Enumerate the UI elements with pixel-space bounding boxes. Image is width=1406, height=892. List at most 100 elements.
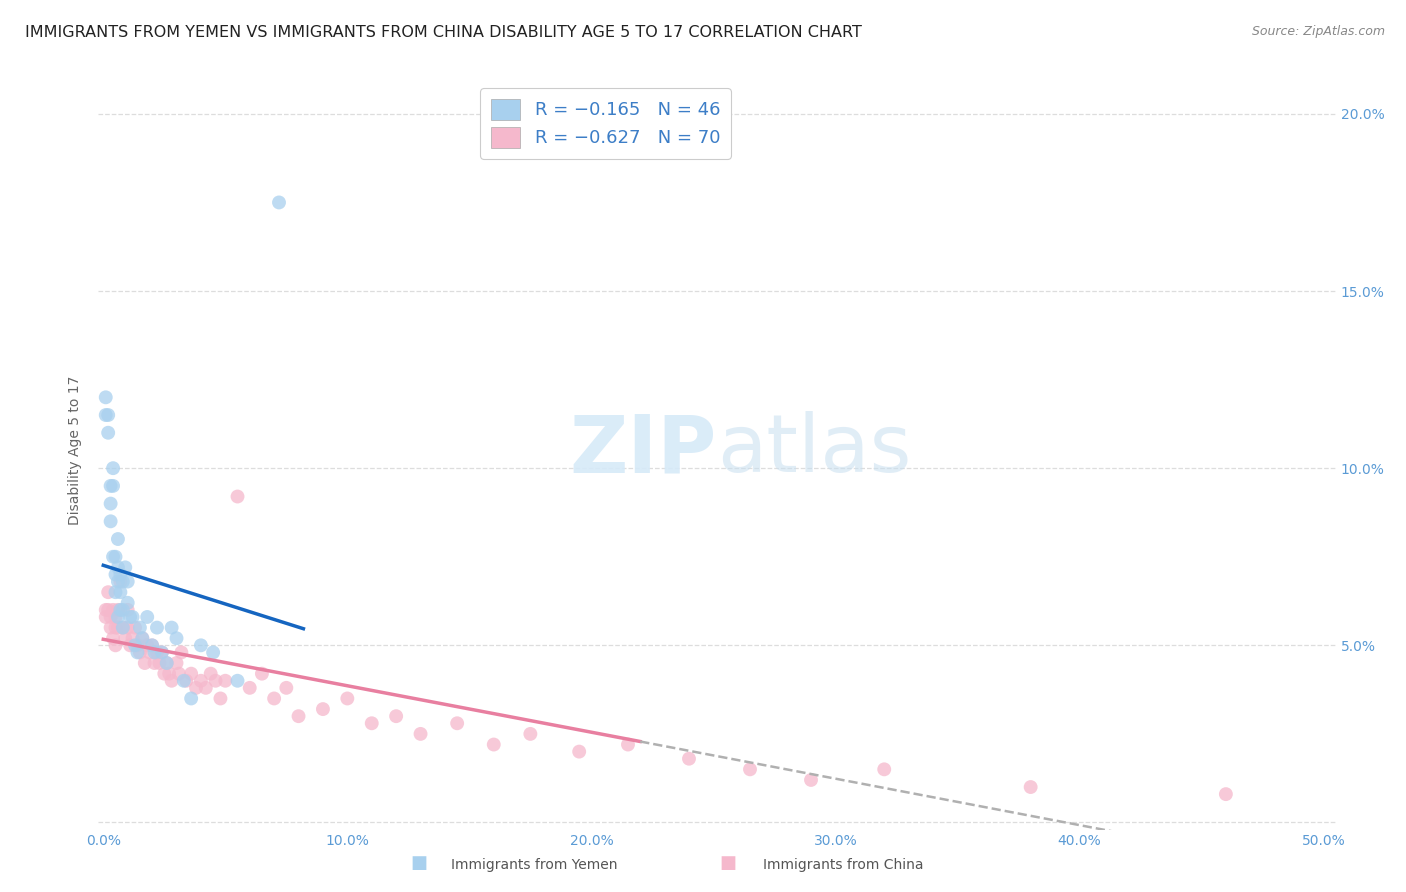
Point	[110, 603, 132, 617]
Point	[107, 560, 129, 574]
Point	[97, 425, 120, 440]
Point	[226, 490, 249, 504]
Point	[336, 691, 359, 706]
Point	[568, 745, 591, 759]
Point	[101, 632, 124, 646]
Point	[150, 645, 173, 659]
Point	[200, 666, 222, 681]
Point	[127, 645, 149, 659]
Point	[226, 673, 249, 688]
Point	[121, 610, 143, 624]
Text: Immigrants from China: Immigrants from China	[763, 858, 924, 872]
Text: atlas: atlas	[717, 411, 911, 490]
Point	[94, 390, 117, 404]
Point	[107, 532, 129, 546]
Point	[146, 621, 169, 635]
Point	[150, 645, 173, 659]
Y-axis label: Disability Age 5 to 17: Disability Age 5 to 17	[69, 376, 83, 525]
Point	[121, 632, 143, 646]
Point	[239, 681, 262, 695]
Point	[114, 632, 136, 646]
Point	[180, 666, 202, 681]
Point	[738, 762, 761, 776]
Point	[129, 621, 152, 635]
Point	[101, 461, 124, 475]
Point	[409, 727, 432, 741]
Point	[138, 645, 160, 659]
Point	[101, 479, 124, 493]
Point	[202, 645, 225, 659]
Point	[136, 638, 159, 652]
Point	[153, 666, 176, 681]
Point	[446, 716, 468, 731]
Point	[94, 603, 117, 617]
Legend: R = −0.165   N = 46, R = −0.627   N = 70: R = −0.165 N = 46, R = −0.627 N = 70	[481, 88, 731, 159]
Point	[111, 621, 134, 635]
Point	[166, 632, 188, 646]
Point	[678, 752, 700, 766]
Point	[1019, 780, 1042, 794]
Point	[1215, 787, 1237, 801]
Point	[157, 666, 180, 681]
Text: IMMIGRANTS FROM YEMEN VS IMMIGRANTS FROM CHINA DISABILITY AGE 5 TO 17 CORRELATIO: IMMIGRANTS FROM YEMEN VS IMMIGRANTS FROM…	[25, 25, 862, 40]
Point	[209, 691, 232, 706]
Point	[190, 638, 212, 652]
Point	[104, 638, 127, 652]
Point	[160, 621, 183, 635]
Point	[190, 673, 212, 688]
Point	[129, 645, 152, 659]
Point	[110, 567, 132, 582]
Point	[117, 603, 139, 617]
Point	[117, 574, 139, 589]
Point	[107, 603, 129, 617]
Point	[104, 621, 127, 635]
Point	[263, 691, 285, 706]
Point	[287, 709, 309, 723]
Point	[160, 673, 183, 688]
Point	[385, 709, 408, 723]
Point	[104, 610, 127, 624]
Point	[104, 585, 127, 599]
Point	[312, 702, 335, 716]
Point	[114, 560, 136, 574]
Point	[100, 610, 122, 624]
Point	[127, 638, 149, 652]
Point	[156, 656, 179, 670]
Point	[104, 567, 127, 582]
Point	[143, 645, 166, 659]
Point	[167, 666, 190, 681]
Text: ■: ■	[411, 855, 427, 872]
Point	[482, 738, 505, 752]
Point	[100, 514, 122, 528]
Point	[170, 645, 193, 659]
Point	[180, 691, 202, 706]
Point	[117, 596, 139, 610]
Point	[97, 585, 120, 599]
Point	[101, 549, 124, 564]
Point	[111, 603, 134, 617]
Text: Source: ZipAtlas.com: Source: ZipAtlas.com	[1251, 25, 1385, 38]
Point	[134, 656, 156, 670]
Point	[519, 727, 541, 741]
Point	[124, 638, 146, 652]
Point	[156, 656, 179, 670]
Text: ZIP: ZIP	[569, 411, 717, 490]
Point	[194, 681, 217, 695]
Point	[124, 621, 146, 635]
Point	[94, 610, 117, 624]
Point	[100, 621, 122, 635]
Point	[111, 621, 134, 635]
Point	[174, 673, 197, 688]
Point	[131, 632, 153, 646]
Point	[184, 681, 207, 695]
Point	[166, 656, 188, 670]
Point	[107, 621, 129, 635]
Point	[120, 610, 142, 624]
Point	[360, 716, 382, 731]
Point	[111, 574, 134, 589]
Point	[250, 666, 273, 681]
Point	[131, 632, 153, 646]
Point	[173, 673, 195, 688]
Point	[136, 610, 159, 624]
Point	[276, 681, 298, 695]
